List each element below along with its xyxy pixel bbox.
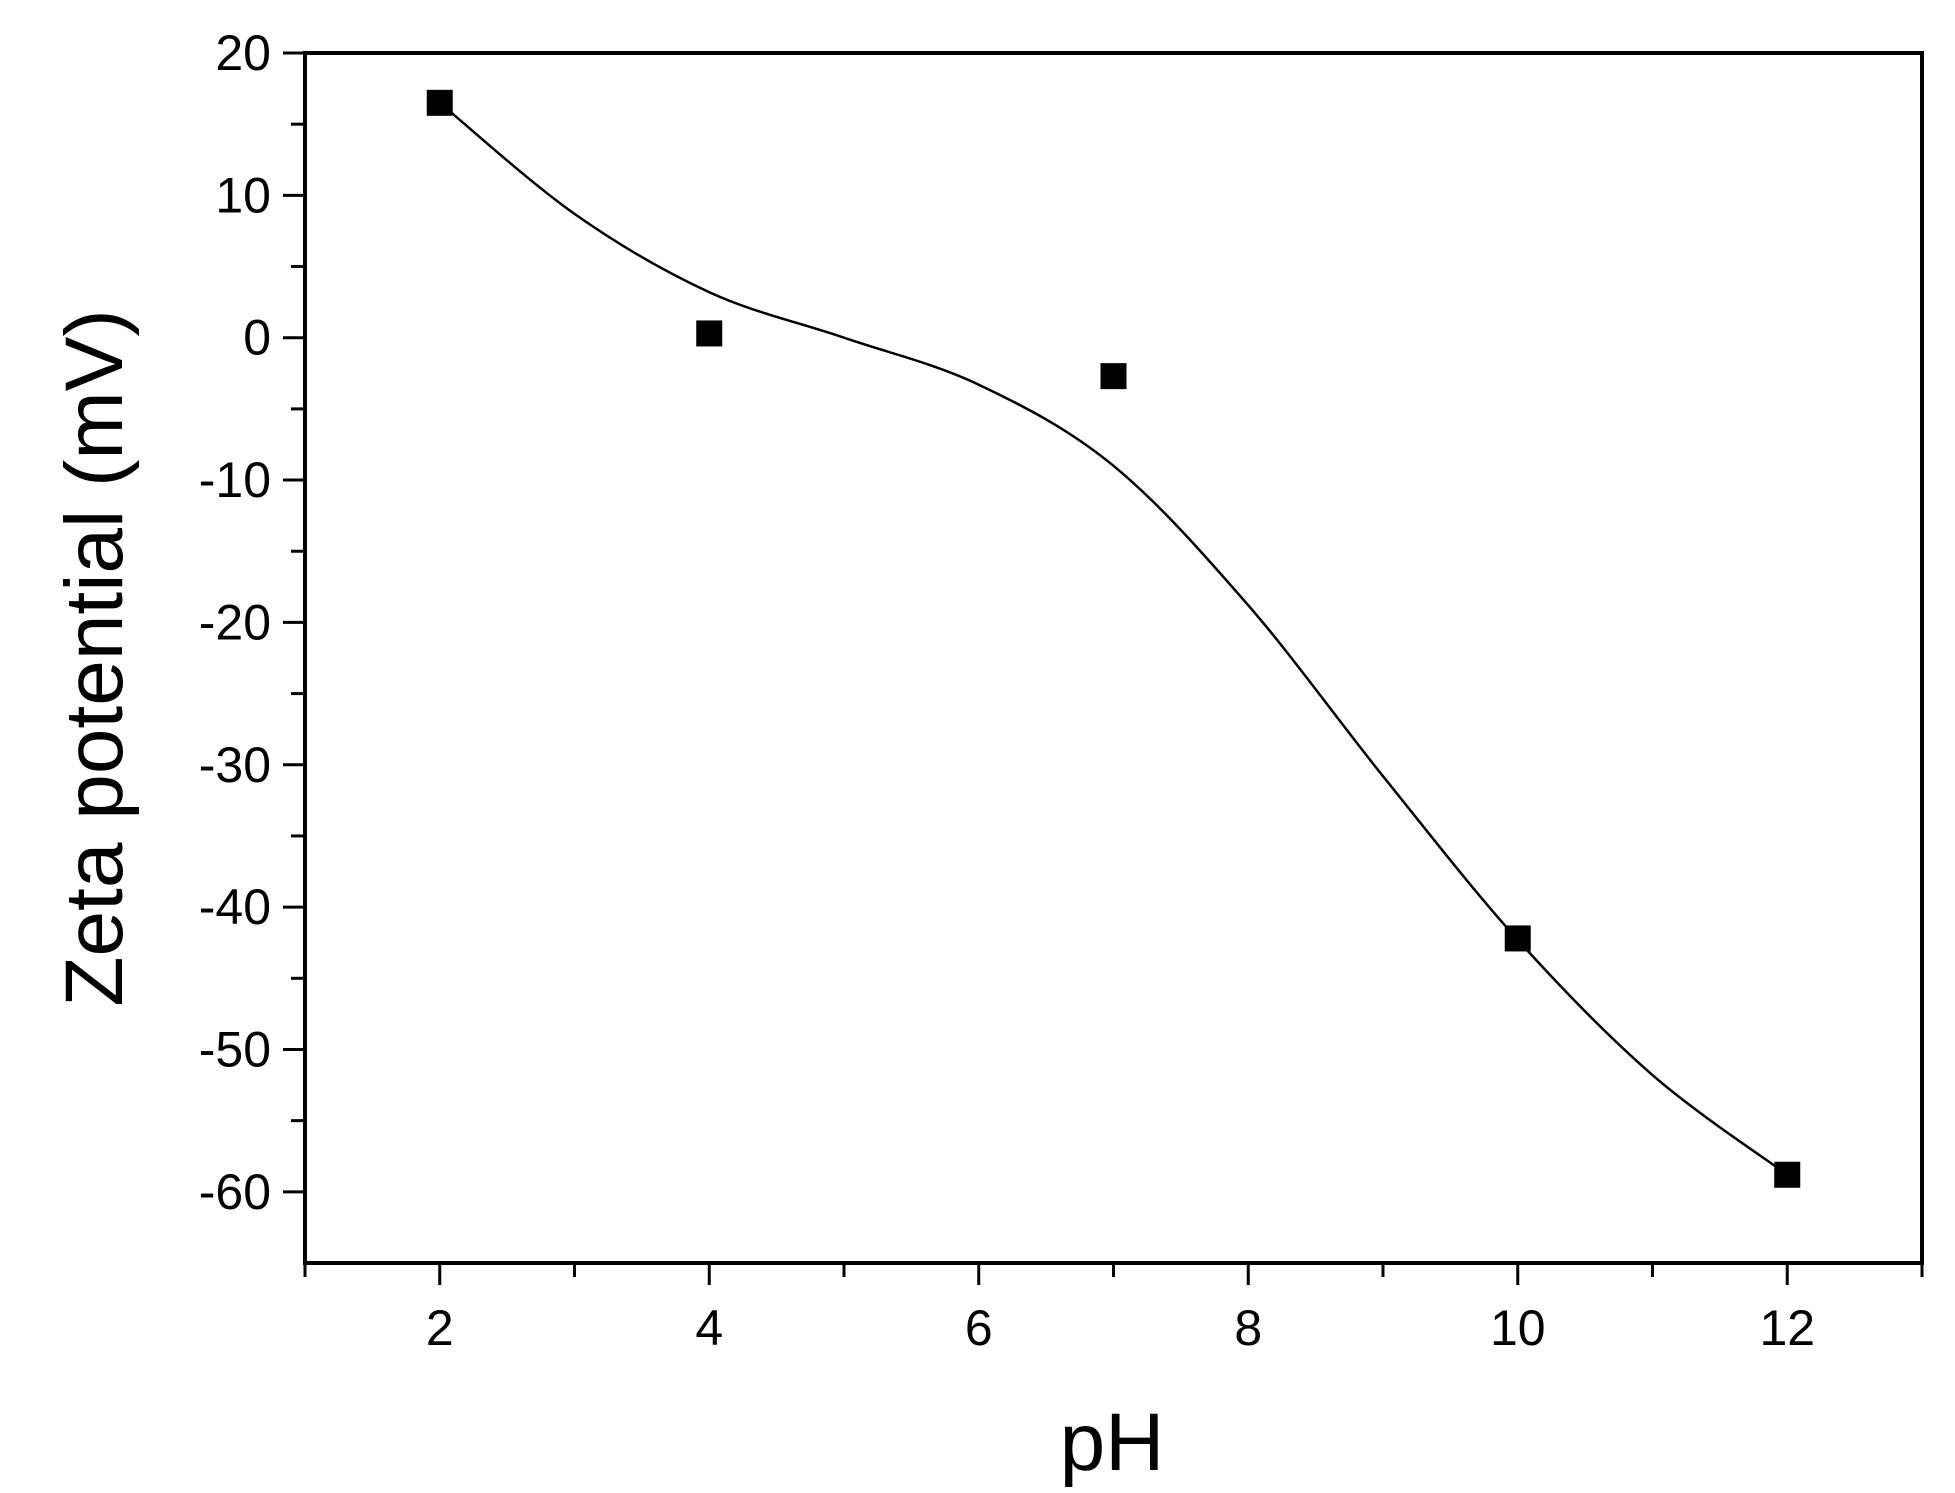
y-axis-ticks: 20 10 0 -10 -20 -30 -40 -50 -60 [199,25,305,1220]
x-tick-label: 4 [695,1300,723,1356]
y-tick-label: -50 [199,1021,271,1077]
data-point [1100,363,1127,390]
y-axis-title: Zeta potential (mV) [49,309,140,1006]
x-tick-label: 12 [1759,1300,1815,1356]
y-tick-label: 20 [215,25,271,81]
y-tick-label: -30 [199,737,271,793]
y-tick-label: -20 [199,594,271,650]
fit-curve [439,101,1789,1176]
data-markers [426,89,1801,1188]
y-tick-label: 10 [215,167,271,223]
x-tick-label: 2 [426,1300,454,1356]
x-axis-title: pH [1060,1397,1165,1488]
x-tick-label: 10 [1490,1300,1546,1356]
x-tick-label: 8 [1234,1300,1262,1356]
x-tick-label: 6 [965,1300,993,1356]
data-point [696,320,723,347]
y-tick-label: -10 [199,452,271,508]
y-tick-label: 0 [243,310,271,366]
data-point [1504,925,1531,952]
y-tick-label: -40 [199,879,271,935]
y-tick-label: -60 [199,1164,271,1220]
data-point [426,89,453,116]
plot-frame [303,51,1924,1265]
x-axis-ticks: 2 4 6 8 10 12 [303,1263,1924,1356]
data-point [1774,1161,1801,1188]
